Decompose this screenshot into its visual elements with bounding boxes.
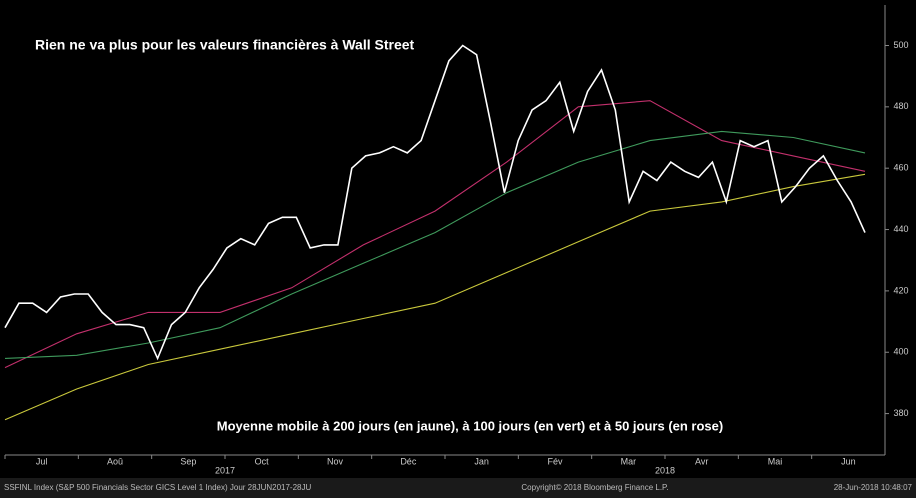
x-tick-label: Fév xyxy=(547,456,563,466)
x-tick-label: Jan xyxy=(474,456,489,466)
footer-text: SSFINL Index (S&P 500 Financials Sector … xyxy=(4,483,311,492)
x-tick-label: Mar xyxy=(621,456,637,466)
year-label: 2017 xyxy=(215,465,235,475)
y-tick-label: 420 xyxy=(893,285,908,295)
y-tick-label: 380 xyxy=(893,408,908,418)
x-tick-label: Jun xyxy=(841,456,856,466)
x-tick-label: Avr xyxy=(695,456,708,466)
series-line xyxy=(4,130,866,359)
y-tick-label: 480 xyxy=(893,101,908,111)
footer-text: Copyright© 2018 Bloomberg Finance L.P. xyxy=(521,483,668,492)
y-tick-label: 460 xyxy=(893,163,908,173)
x-tick-label: Oct xyxy=(255,456,270,466)
x-tick-label: Aoû xyxy=(107,456,123,466)
x-tick-label: Mai xyxy=(768,456,783,466)
x-tick-label: Jul xyxy=(36,456,48,466)
annotation: Moyenne mobile à 200 jours (en jaune), à… xyxy=(217,418,723,433)
series-line xyxy=(4,44,866,361)
series-line xyxy=(4,100,866,369)
series-line xyxy=(4,173,866,421)
y-tick-label: 400 xyxy=(893,347,908,357)
year-label: 2018 xyxy=(655,465,675,475)
footer-bar xyxy=(0,478,916,498)
x-tick-label: Sep xyxy=(180,456,196,466)
chart-title: Rien ne va plus pour les valeurs financi… xyxy=(35,37,415,53)
x-tick-label: Déc xyxy=(400,456,417,466)
footer-text: 28-Jun-2018 10:48:07 xyxy=(834,483,913,492)
x-tick-label: Nov xyxy=(327,456,344,466)
y-tick-label: 500 xyxy=(893,40,908,50)
y-tick-label: 440 xyxy=(893,224,908,234)
